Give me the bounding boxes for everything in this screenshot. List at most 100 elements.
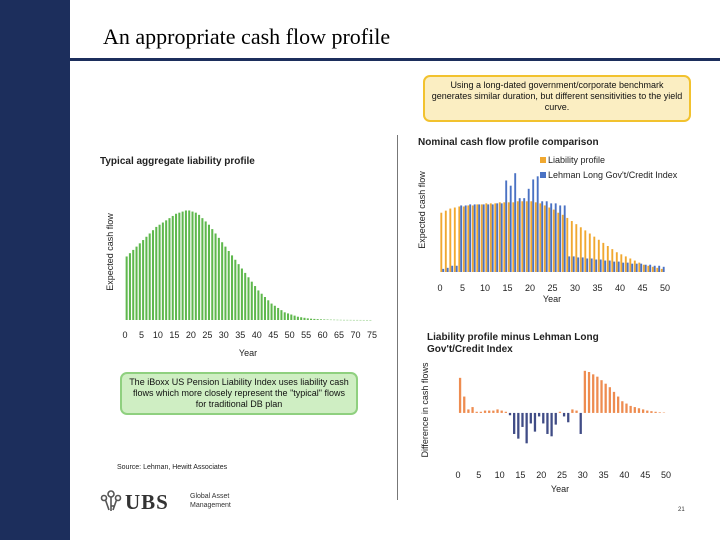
chart-difference-bar-positive — [641, 409, 645, 413]
chart-typical-bar — [254, 286, 257, 320]
chart-comparison-bar-lehman — [572, 256, 575, 272]
chart-difference-bar-positive — [583, 370, 587, 413]
chart-comparison-bar-liability — [498, 202, 501, 272]
chart-comparison-bar-lehman — [653, 265, 656, 272]
chart-comparison-bar-lehman — [509, 185, 512, 272]
chart-difference-bar-negative — [525, 412, 528, 444]
chart-typical-bar — [138, 243, 141, 320]
chart-difference-xtick-label: 40 — [619, 470, 629, 480]
chart-difference-bar-positive — [617, 396, 620, 413]
chart-typical-xtick-label: 70 — [351, 330, 361, 340]
chart-comparison-bar-lehman — [536, 176, 539, 272]
chart-typical-xtick-label: 0 — [122, 330, 127, 340]
chart-typical-bar — [194, 212, 197, 320]
chart-comparison-bar-liability — [629, 258, 632, 272]
chart-typical-xtick-label: 60 — [318, 330, 328, 340]
chart-typical-xtick-label: 10 — [153, 330, 163, 340]
chart-typical-bar — [270, 303, 273, 320]
chart-comparison-bar-lehman — [658, 265, 661, 272]
chart-difference-bar-positive — [596, 376, 599, 413]
chart-comparison-bar-lehman — [631, 263, 634, 272]
chart-comparison-bar-lehman — [626, 262, 629, 272]
callout-benchmark: Using a long-dated government/corporate … — [423, 75, 691, 122]
chart-typical-xlabel: Year — [239, 348, 257, 358]
chart-comparison-bar-lehman — [491, 204, 494, 272]
chart-comparison-bar-lehman — [518, 198, 521, 272]
ubs-wordmark: UBS — [125, 490, 169, 514]
chart-comparison-xtick-label: 0 — [437, 283, 442, 293]
chart-typical-bar — [283, 312, 286, 320]
chart-comparison-bar-lehman — [523, 198, 526, 272]
chart-comparison-bar-liability — [444, 210, 447, 272]
chart-typical-bar — [316, 319, 319, 320]
chart-comparison-bar-lehman — [604, 260, 607, 272]
chart-typical-bar — [161, 222, 164, 320]
chart-difference-bar-positive — [587, 372, 591, 413]
chart-comparison-bar-liability — [503, 202, 506, 272]
chart-comparison-bar-liability — [579, 227, 582, 272]
chart-typical-bar — [290, 314, 293, 320]
chart-comparison-bar-lehman — [550, 203, 553, 272]
chart-comparison-bar-liability — [602, 242, 605, 272]
chart-typical-xtick-label: 40 — [252, 330, 262, 340]
chart-comparison-bar-lehman — [577, 257, 580, 272]
ubs-logo: UBS Global Asset Management — [100, 488, 260, 516]
chart-typical-bar — [211, 229, 214, 320]
chart-typical-bar — [303, 317, 306, 320]
chart-typical-bar — [273, 305, 276, 320]
ubs-tagline: Global Asset Management — [190, 493, 231, 509]
page-title: An appropriate cash flow profile — [103, 24, 391, 49]
chart-typical-bar — [171, 215, 174, 320]
chart-typical-bar — [165, 220, 168, 320]
chart-comparison-bar-liability — [512, 202, 515, 272]
chart-typical-bar — [244, 272, 247, 320]
chart-comparison-bar-liability — [651, 266, 654, 272]
chart-typical-bar — [221, 242, 224, 320]
chart-difference-xtick-label: 5 — [476, 470, 481, 480]
chart-typical-xtick-label: 5 — [139, 330, 144, 340]
chart-typical-bar — [323, 319, 326, 320]
chart-typical-bar — [204, 221, 207, 320]
chart-comparison-xtick-label: 40 — [615, 283, 625, 293]
chart-difference-bar-positive — [471, 407, 474, 413]
chart-comparison-bar-lehman — [559, 205, 562, 272]
chart-comparison-bar-liability — [606, 246, 609, 272]
chart-difference-xtick-label: 10 — [495, 470, 505, 480]
chart-comparison-bar-liability — [539, 203, 542, 272]
chart-comparison-bar-lehman — [487, 204, 490, 272]
chart-comparison-bar-lehman — [442, 268, 445, 272]
chart-typical-bar — [277, 307, 280, 320]
chart-typical-bar — [227, 251, 230, 320]
chart-typical-bar — [178, 212, 181, 320]
chart-difference-xtick-label: 0 — [455, 470, 460, 480]
chart-difference-bar-positive — [612, 391, 616, 413]
chart-typical-bar — [224, 246, 227, 320]
chart-difference-bar-positive — [658, 412, 661, 413]
chart-comparison-bar-lehman — [595, 259, 598, 272]
chart-comparison-bar-liability — [557, 212, 560, 272]
chart-comparison-bar-lehman — [617, 261, 620, 272]
chart-difference-bar-positive — [608, 387, 611, 413]
legend-swatch-lehman — [540, 172, 546, 178]
chart-difference-bar-positive — [483, 410, 487, 413]
chart-typical-bar — [234, 259, 237, 320]
chart-comparison-bar-liability — [467, 205, 470, 272]
chart-comparison-bar-lehman — [500, 203, 503, 272]
chart-comparison-bar-liability — [521, 201, 524, 272]
chart-comparison-bar-liability — [561, 214, 564, 272]
chart-comparison-xtick-label: 15 — [502, 283, 512, 293]
chart-comparison-bar-liability — [597, 239, 600, 272]
chart-comparison-bar-lehman — [527, 188, 530, 272]
chart-difference-bar-negative — [554, 412, 557, 425]
chart-difference-bar-negative — [562, 412, 566, 417]
chart-comparison-bar-liability — [489, 203, 492, 272]
chart-comparison-bar-lehman — [635, 263, 638, 272]
chart-difference-bar-positive — [500, 410, 503, 413]
chart-difference-bar-positive — [488, 410, 491, 413]
chart-comparison-bar-liability — [552, 209, 555, 272]
chart-typical-bar — [300, 317, 303, 320]
chart-comparison-bar-liability — [588, 233, 591, 272]
chart-typical-bar — [293, 315, 296, 320]
chart-typical-bar — [296, 316, 299, 320]
chart-difference-bar-negative — [529, 412, 532, 424]
